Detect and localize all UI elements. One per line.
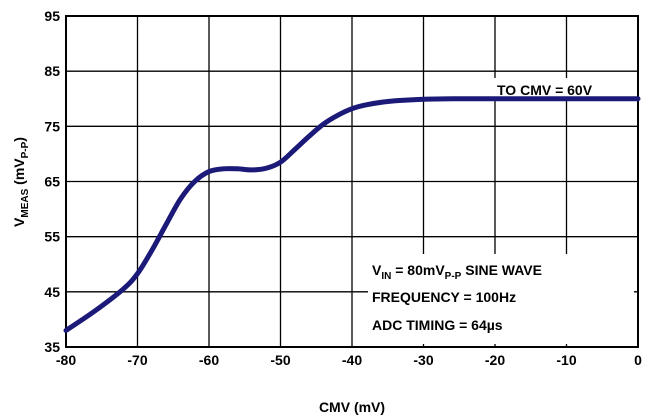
x-tick-label: -70: [127, 352, 147, 368]
y-tick-label: 85: [44, 63, 60, 79]
x-tick-label: -80: [56, 352, 76, 368]
frequency-annotation: FREQUENCY = 100Hz: [372, 289, 516, 305]
x-tick-labels: -80 -70 -60 -50 -40 -30 -20 -10 0: [56, 352, 642, 368]
series-line: [63, 96, 641, 333]
vin-annotation: VIN = 80mVP-P SINE WAVE: [372, 262, 542, 282]
x-tick-label: -20: [485, 352, 505, 368]
info-box: [368, 254, 634, 344]
y-tick-label: 95: [44, 8, 60, 24]
top-annotation: TO CMV = 60V: [497, 82, 593, 98]
x-tick-label: -30: [413, 352, 433, 368]
y-tick-labels: 35 45 55 65 75 85 95: [44, 8, 60, 355]
adc-timing-annotation: ADC TIMING = 64µs: [372, 317, 503, 333]
x-tick-label: -10: [556, 352, 576, 368]
x-tick-label: -50: [270, 352, 290, 368]
x-tick-label: -60: [199, 352, 219, 368]
x-tick-label: -40: [342, 352, 362, 368]
x-tick-label: 0: [634, 352, 642, 368]
y-tick-label: 35: [44, 339, 60, 355]
plot-area-border: [65, 15, 639, 348]
y-tick-label: 65: [44, 174, 60, 190]
x-axis-label: CMV (mV): [319, 399, 385, 415]
y-axis-label: VMEAS (mVP-P): [11, 137, 31, 227]
y-tick-label: 45: [44, 284, 60, 300]
y-tick-label: 55: [44, 229, 60, 245]
y-tick-label: 75: [44, 118, 60, 134]
grid: [66, 16, 638, 347]
top-annotation-box: [494, 78, 636, 100]
